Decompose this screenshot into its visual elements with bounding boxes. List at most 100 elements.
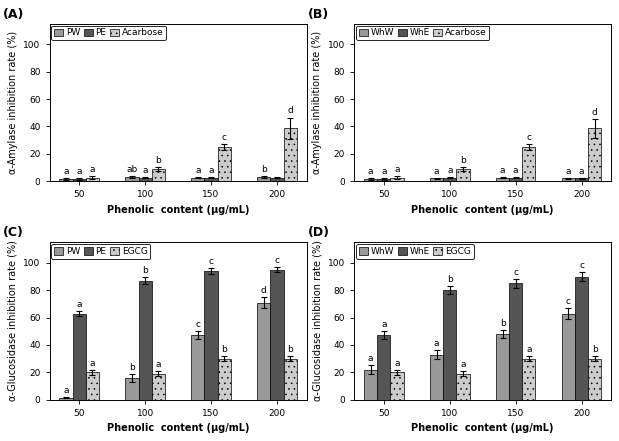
Bar	[430, 355, 443, 400]
Bar	[86, 178, 99, 181]
Text: c: c	[196, 320, 201, 329]
Legend: PW, PE, EGCG: PW, PE, EGCG	[51, 244, 150, 258]
Text: a: a	[368, 168, 373, 176]
Text: a: a	[381, 168, 387, 176]
Bar	[430, 178, 443, 181]
Bar	[496, 334, 509, 400]
Text: b: b	[592, 345, 597, 354]
Bar	[204, 178, 218, 181]
Y-axis label: α-Amylase inhibition rate (%): α-Amylase inhibition rate (%)	[8, 31, 18, 174]
Text: a: a	[434, 167, 439, 176]
Text: a: a	[208, 166, 214, 175]
Bar	[456, 169, 470, 181]
Text: (B): (B)	[308, 8, 329, 21]
Bar	[126, 378, 139, 400]
Y-axis label: α-Glucosidase inhibition rate (%): α-Glucosidase inhibition rate (%)	[8, 241, 18, 401]
Text: c: c	[579, 262, 584, 270]
Bar	[378, 336, 391, 400]
Bar	[364, 370, 378, 400]
Text: (A): (A)	[3, 8, 25, 21]
Text: a: a	[77, 300, 82, 309]
Bar	[139, 281, 152, 400]
X-axis label: Phenolic  content (μg/mL): Phenolic content (μg/mL)	[412, 205, 554, 215]
Bar	[257, 177, 271, 181]
Text: a: a	[513, 166, 519, 175]
Bar	[378, 179, 391, 181]
Text: a: a	[394, 165, 400, 174]
Text: c: c	[513, 268, 518, 277]
Text: b: b	[155, 156, 161, 164]
Bar	[218, 359, 231, 400]
Legend: WhW, WhE, Acarbose: WhW, WhE, Acarbose	[356, 26, 490, 40]
Text: c: c	[209, 258, 214, 266]
Text: c: c	[526, 133, 531, 142]
Text: a: a	[434, 340, 439, 348]
Text: a: a	[63, 386, 69, 395]
Text: c: c	[274, 256, 279, 265]
Bar	[364, 179, 378, 181]
Bar	[218, 147, 231, 181]
Bar	[126, 177, 139, 181]
Text: a: a	[368, 355, 373, 363]
Bar	[509, 284, 522, 400]
Bar	[562, 314, 575, 400]
Bar	[588, 359, 601, 400]
Text: b: b	[222, 345, 227, 354]
Text: a: a	[195, 166, 201, 175]
Text: a: a	[63, 168, 69, 176]
Text: a: a	[90, 165, 95, 174]
X-axis label: Phenolic  content (μg/mL): Phenolic content (μg/mL)	[107, 205, 249, 215]
Text: a: a	[526, 345, 532, 354]
Bar	[271, 178, 284, 181]
Text: d: d	[592, 108, 597, 117]
Bar	[86, 372, 99, 400]
Bar	[575, 178, 588, 181]
Text: a: a	[394, 359, 400, 367]
Text: c: c	[222, 133, 227, 142]
Bar	[443, 178, 456, 181]
Bar	[59, 179, 72, 181]
Bar	[443, 290, 456, 400]
Bar	[284, 128, 297, 181]
Bar	[509, 178, 522, 181]
Text: d: d	[261, 286, 267, 295]
Bar	[391, 178, 404, 181]
X-axis label: Phenolic  content (μg/mL): Phenolic content (μg/mL)	[107, 423, 249, 433]
Text: b: b	[447, 275, 452, 284]
Bar	[284, 359, 297, 400]
Text: a: a	[90, 359, 95, 367]
Bar	[204, 271, 218, 400]
Bar	[191, 178, 204, 181]
Text: a: a	[77, 168, 82, 176]
Y-axis label: α-Amylase inhibition rate (%): α-Amylase inhibition rate (%)	[313, 31, 322, 174]
Y-axis label: α-Glucosidase inhibition rate (%): α-Glucosidase inhibition rate (%)	[313, 241, 322, 401]
Bar	[588, 128, 601, 181]
Legend: WhW, WhE, EGCG: WhW, WhE, EGCG	[356, 244, 474, 258]
Text: (D): (D)	[308, 226, 330, 239]
X-axis label: Phenolic  content (μg/mL): Phenolic content (μg/mL)	[412, 423, 554, 433]
Text: b: b	[500, 319, 505, 328]
Text: b: b	[142, 266, 148, 275]
Bar	[391, 372, 404, 400]
Bar	[271, 270, 284, 400]
Text: a: a	[579, 167, 584, 176]
Bar	[522, 147, 535, 181]
Bar	[257, 303, 271, 400]
Bar	[59, 398, 72, 400]
Bar	[72, 179, 86, 181]
Text: a: a	[155, 360, 161, 369]
Text: (C): (C)	[3, 226, 24, 239]
Text: a: a	[447, 166, 452, 175]
Legend: PW, PE, Acarbose: PW, PE, Acarbose	[51, 26, 167, 40]
Text: a: a	[460, 360, 465, 369]
Bar	[152, 169, 165, 181]
Text: d: d	[287, 106, 293, 116]
Text: b: b	[129, 363, 135, 372]
Bar	[562, 178, 575, 181]
Bar	[456, 374, 470, 400]
Text: b: b	[460, 156, 466, 164]
Bar	[522, 359, 535, 400]
Text: b: b	[287, 345, 293, 354]
Bar	[152, 374, 165, 400]
Text: a: a	[142, 166, 148, 175]
